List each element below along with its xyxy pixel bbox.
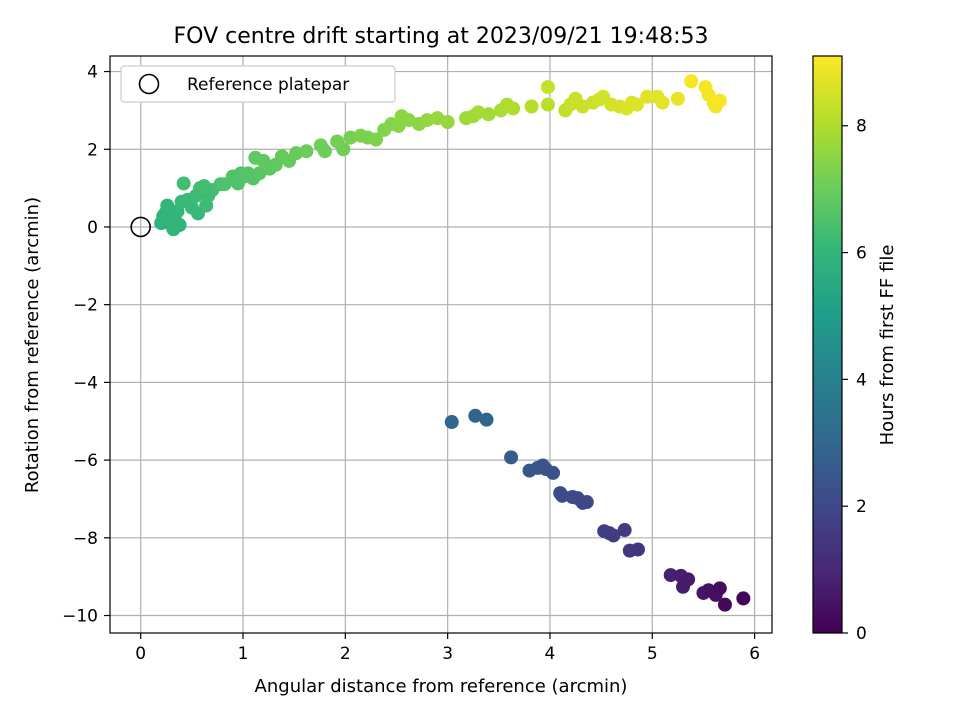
data-point <box>444 415 459 430</box>
data-point <box>176 176 191 191</box>
x-tick-label: 6 <box>749 644 760 664</box>
colorbar-tick-label: 8 <box>856 117 867 137</box>
reference-platepar-marker <box>130 216 151 238</box>
colorbar-label: Hours from first FF file <box>877 245 898 446</box>
data-point <box>481 107 496 122</box>
x-tick-label: 5 <box>647 644 658 664</box>
colorbar-tick-label: 6 <box>856 244 867 264</box>
x-axis-label: Angular distance from reference (arcmin) <box>255 676 628 697</box>
y-tick-label: −10 <box>62 607 98 627</box>
data-point <box>681 572 696 587</box>
data-point <box>317 144 332 159</box>
data-point <box>670 91 685 106</box>
legend-reference-marker <box>138 73 160 95</box>
y-tick-label: −6 <box>73 451 98 471</box>
chart-title: FOV centre drift starting at 2023/09/21 … <box>174 24 709 49</box>
y-tick-label: −2 <box>73 296 98 316</box>
legend-box <box>120 65 396 103</box>
y-tick-label: 4 <box>87 63 98 83</box>
data-point <box>684 74 699 89</box>
data-point <box>524 99 539 114</box>
data-point <box>540 97 555 112</box>
data-point <box>617 523 632 538</box>
data-point <box>369 132 384 147</box>
legend-entry: Reference platepar <box>187 75 349 95</box>
x-tick-label: 2 <box>340 644 351 664</box>
y-tick-label: 0 <box>87 218 98 238</box>
data-point <box>440 115 455 130</box>
data-point <box>717 597 732 612</box>
y-tick-label: 2 <box>87 140 98 160</box>
data-point <box>540 80 555 95</box>
data-point <box>736 591 751 606</box>
data-point <box>546 465 561 480</box>
data-point <box>504 450 519 465</box>
data-point <box>606 528 621 543</box>
y-axis-ticks: 4 2 0 −2 −4 −6 −8 −10 <box>62 63 110 627</box>
data-point <box>506 101 521 116</box>
data-point <box>468 408 483 423</box>
y-tick-label: −4 <box>73 373 98 393</box>
data-point <box>712 93 727 108</box>
data-point <box>555 488 570 503</box>
x-tick-label: 1 <box>238 644 249 664</box>
x-tick-label: 3 <box>442 644 453 664</box>
data-point <box>629 97 644 112</box>
colorbar-tick-label: 2 <box>856 497 867 517</box>
data-point <box>299 144 314 159</box>
plot-frame <box>109 55 773 634</box>
data-point <box>640 89 655 104</box>
data-point <box>172 218 187 233</box>
colorbar-ticks: 0 2 4 6 8 <box>842 117 867 644</box>
data-point <box>712 581 727 596</box>
x-tick-label: 4 <box>545 644 556 664</box>
data-point <box>630 542 645 557</box>
scatter-points <box>154 74 751 612</box>
x-axis-ticks: 0 1 2 3 4 5 6 <box>135 633 760 664</box>
colorbar-gradient <box>812 55 843 634</box>
data-point <box>579 495 594 510</box>
x-tick-label: 0 <box>135 644 146 664</box>
data-point <box>479 412 494 427</box>
legend: Reference platepar <box>120 65 396 103</box>
data-point <box>655 95 670 110</box>
data-point <box>160 198 175 213</box>
grid-lines <box>110 56 772 633</box>
data-point <box>336 142 351 157</box>
colorbar-tick-label: 4 <box>856 370 867 390</box>
data-point <box>663 568 678 583</box>
y-tick-label: −8 <box>73 529 98 549</box>
y-axis-label: Rotation from reference (arcmin) <box>22 197 43 493</box>
colorbar: 0 2 4 6 8 Hours from first FF file <box>812 55 898 644</box>
colorbar-tick-label: 0 <box>856 624 867 644</box>
